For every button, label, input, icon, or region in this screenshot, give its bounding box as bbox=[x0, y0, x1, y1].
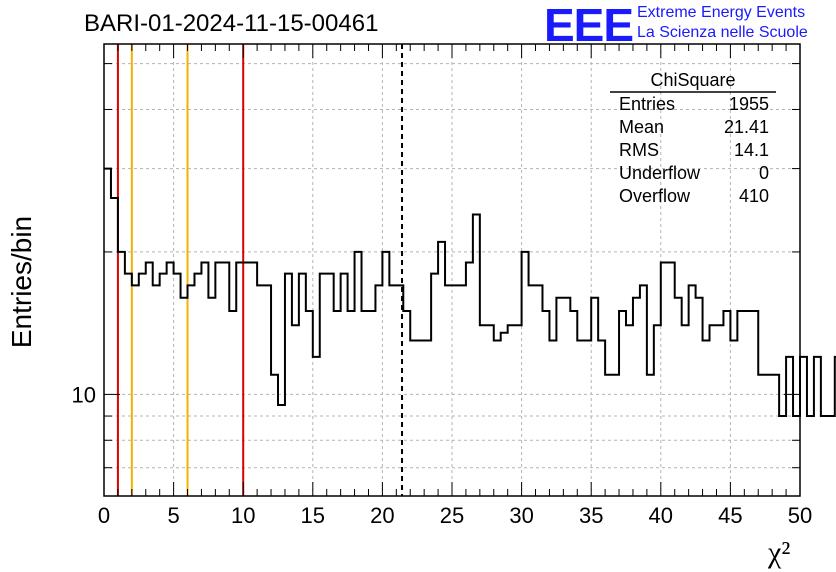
stats-row-value: 1955 bbox=[729, 94, 769, 114]
logo-text-line2: La Scienza nelle Scuole bbox=[637, 24, 808, 41]
x-tick-label: 15 bbox=[301, 503, 325, 528]
stats-row-value: 0 bbox=[759, 163, 769, 183]
grid bbox=[104, 44, 800, 496]
stats-row-value: 21.41 bbox=[724, 117, 769, 137]
stats-row-value: 410 bbox=[739, 186, 769, 206]
x-axis-label: χ² bbox=[768, 536, 791, 569]
x-tick-label: 40 bbox=[649, 503, 673, 528]
x-tick-label: 0 bbox=[98, 503, 110, 528]
stats-row-label: Entries bbox=[619, 94, 675, 114]
x-tick-label: 10 bbox=[231, 503, 255, 528]
axes: 0 5 10 15 20 25 30 35 40 45 50 10 bbox=[72, 43, 812, 528]
histogram-bars bbox=[104, 167, 836, 418]
x-tick-label: 5 bbox=[167, 503, 179, 528]
x-tick-label: 20 bbox=[370, 503, 394, 528]
stats-row-label: Overflow bbox=[619, 186, 691, 206]
stats-row-label: RMS bbox=[619, 140, 659, 160]
stats-row-label: Mean bbox=[619, 117, 664, 137]
x-tick-label: 50 bbox=[788, 503, 812, 528]
stats-row-label: Underflow bbox=[619, 163, 701, 183]
x-tick-label: 30 bbox=[509, 503, 533, 528]
histogram-line bbox=[104, 167, 836, 418]
y-tick-label: 10 bbox=[72, 382, 96, 407]
eee-logo: EEE bbox=[544, 0, 634, 51]
chart-title: BARI-01-2024-11-15-00461 bbox=[84, 10, 379, 37]
logo-text-line1: Extreme Energy Events bbox=[637, 4, 806, 21]
stats-box: ChiSquare Entries 1955 Mean 21.41 RMS 14.1 Und… bbox=[610, 70, 776, 206]
x-tick-label: 35 bbox=[579, 503, 603, 528]
reference-lines bbox=[116, 44, 404, 496]
x-tick-label: 25 bbox=[440, 503, 464, 528]
stats-title: ChiSquare bbox=[650, 70, 735, 90]
stats-row-value: 14.1 bbox=[734, 140, 769, 160]
x-tick-label: 45 bbox=[718, 503, 742, 528]
